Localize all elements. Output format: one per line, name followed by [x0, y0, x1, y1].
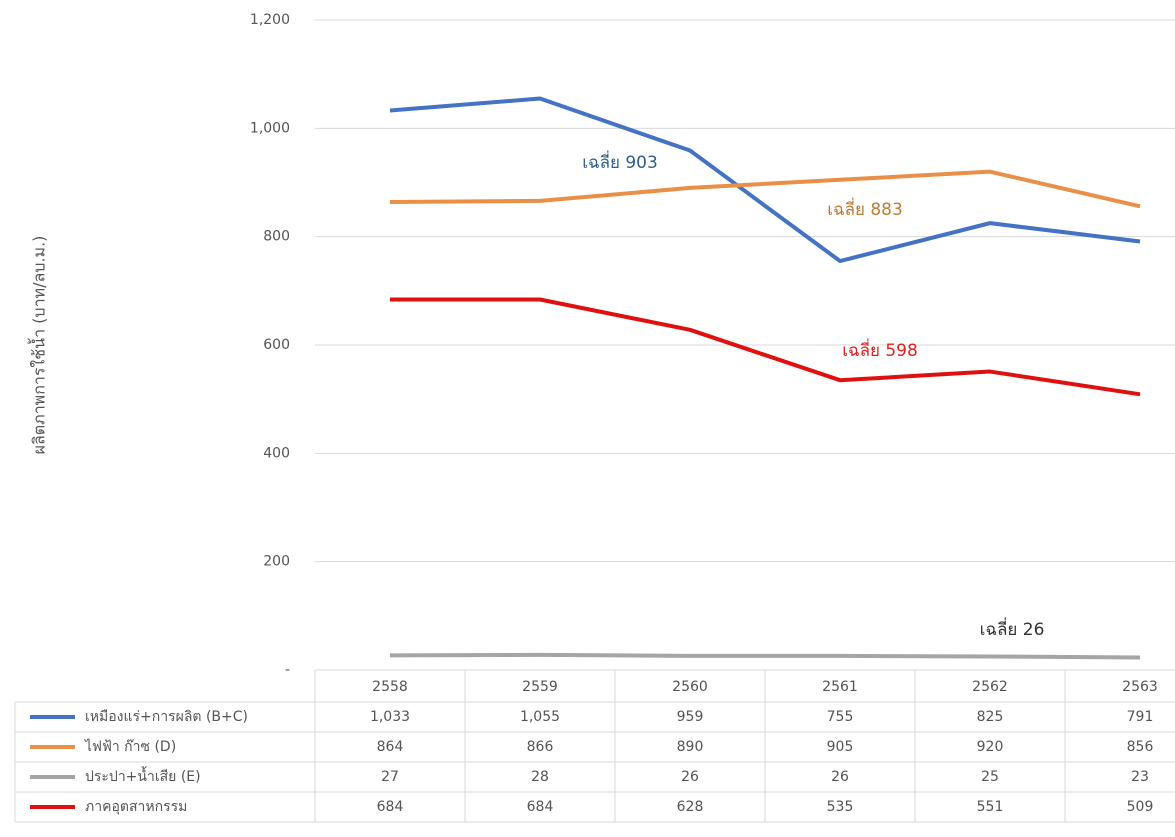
y-tick-label: 800 — [263, 229, 290, 245]
table-value: 856 — [1127, 739, 1154, 755]
legend-label: ประปา+น้ำเสีย (E) — [85, 766, 201, 785]
table-value: 551 — [977, 799, 1004, 815]
x-tick-label: 2561 — [822, 679, 858, 695]
legend-label: ภาคอุตสาหกรรม — [85, 799, 187, 815]
average-annotation: เฉลี่ย 26 — [980, 617, 1045, 640]
table-value: 755 — [827, 709, 854, 725]
x-tick-label: 2563 — [1122, 679, 1158, 695]
table-value: 628 — [677, 799, 704, 815]
legend-label: เหมืองแร่+การผลิต (B+C) — [85, 709, 248, 725]
average-annotation: เฉลี่ย 598 — [842, 338, 918, 361]
y-tick-label: 600 — [263, 337, 290, 353]
table-value: 26 — [831, 769, 849, 785]
y-tick-label: 200 — [263, 554, 290, 570]
average-annotation: เฉลี่ย 903 — [582, 150, 658, 173]
table-value: 684 — [377, 799, 404, 815]
table-value: 905 — [827, 739, 854, 755]
table-value: 890 — [677, 739, 704, 755]
table-value: 26 — [681, 769, 699, 785]
table-value: 791 — [1127, 709, 1154, 725]
series-line — [389, 169, 1141, 209]
table-value: 509 — [1127, 799, 1154, 815]
y-tick-label: - — [285, 662, 290, 678]
table-value: 27 — [381, 769, 399, 785]
table-value: 1,033 — [370, 709, 410, 725]
table-value: 25 — [981, 769, 999, 785]
y-tick-label: 400 — [263, 445, 290, 461]
table-value: 920 — [977, 739, 1004, 755]
table-value: 28 — [531, 769, 549, 785]
x-tick-label: 2558 — [372, 679, 408, 695]
y-tick-label: 1,200 — [250, 12, 290, 28]
average-annotation: เฉลี่ย 883 — [827, 197, 903, 220]
series-line — [390, 297, 1141, 397]
table-value: 825 — [977, 709, 1004, 725]
series-line — [389, 96, 1141, 264]
x-tick-label: 2559 — [522, 679, 558, 695]
y-tick-label: 1,000 — [250, 120, 290, 136]
x-tick-label: 2560 — [672, 679, 708, 695]
table-value: 959 — [677, 709, 704, 725]
series-line — [389, 652, 1141, 660]
table-value: 535 — [827, 799, 854, 815]
table-value: 866 — [527, 739, 554, 755]
table-value: 684 — [527, 799, 554, 815]
legend-label: ไฟฟ้า ก๊าซ (D) — [84, 738, 176, 755]
table-value: 1,055 — [520, 709, 560, 725]
y-axis-title: ผลิตภาพการใช้น้ำ (บาท/ลบ.ม.) — [28, 236, 49, 455]
table-value: 864 — [377, 739, 404, 755]
x-tick-label: 2562 — [972, 679, 1008, 695]
table-value: 23 — [1131, 769, 1149, 785]
